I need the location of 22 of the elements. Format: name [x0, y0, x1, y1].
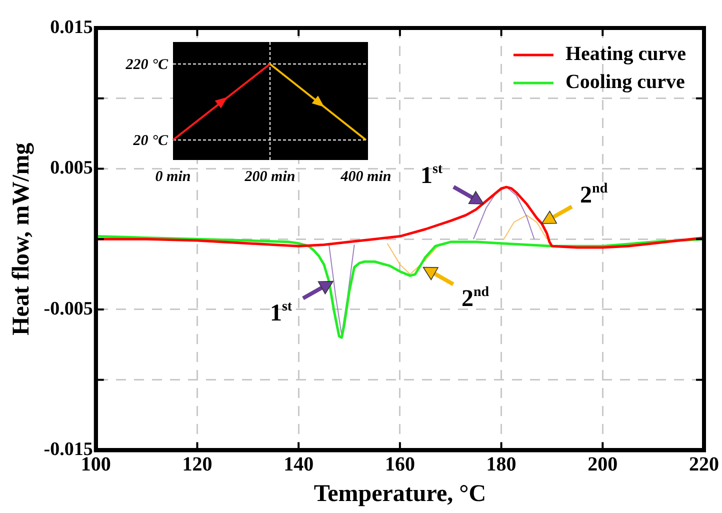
- annotation: 400 min: [340, 169, 392, 185]
- annotation: 20 °C: [132, 133, 169, 149]
- x-tick-label: 120: [182, 453, 212, 476]
- annotation: 0 min: [155, 169, 191, 185]
- x-tick-label: 200: [588, 453, 618, 476]
- legend-label: Cooling curve: [565, 71, 686, 94]
- annotation: 1$^{st}$: [420, 162, 443, 189]
- y-tick-label: 0.015: [50, 16, 93, 38]
- annotation: 1$^{st}$: [270, 300, 292, 326]
- x-tick-label: 220: [689, 453, 719, 476]
- y-tick-label: 0.005: [50, 158, 93, 179]
- x-tick-label: 140: [284, 453, 314, 476]
- x-axis-title: Temperature, °C: [314, 480, 486, 507]
- legend-label: Heating curve: [565, 43, 686, 66]
- annotation: 2$^{nd}$: [580, 182, 608, 209]
- x-tick-label: 160: [384, 453, 415, 476]
- y-axis-title: Heat flow, mW/mg: [8, 142, 35, 336]
- annotation: 2$^{nd}$: [461, 285, 490, 312]
- x-tick-label: 180: [486, 453, 516, 476]
- annotation: 220 °C: [124, 57, 169, 73]
- annotation: 200 min: [244, 169, 296, 185]
- y-tick-label: -0.005: [44, 298, 93, 320]
